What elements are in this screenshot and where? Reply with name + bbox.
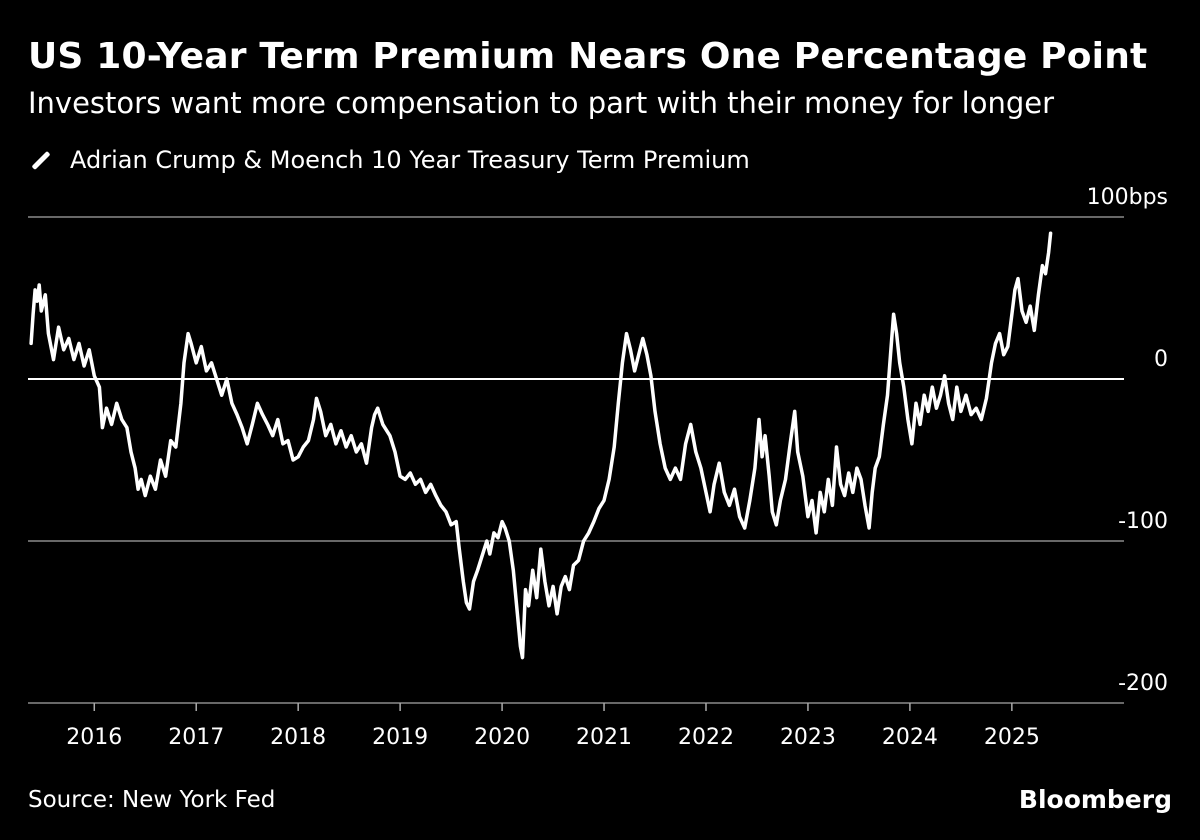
y-tick-label: -200 bbox=[1118, 671, 1168, 696]
series-line-term-premium bbox=[29, 231, 1053, 660]
x-tick-label: 2024 bbox=[882, 725, 938, 750]
x-tick-label: 2022 bbox=[678, 725, 734, 750]
x-tick-label: 2020 bbox=[474, 725, 530, 750]
legend: Adrian Crump & Moench 10 Year Treasury T… bbox=[28, 146, 750, 174]
gridlines bbox=[28, 216, 1124, 704]
y-tick-label: 100bps bbox=[1087, 185, 1168, 210]
x-tick-label: 2023 bbox=[780, 725, 836, 750]
bloomberg-logo: Bloomberg bbox=[1018, 785, 1172, 814]
x-tick-label: 2017 bbox=[168, 725, 224, 750]
chart-subtitle: Investors want more compensation to part… bbox=[28, 86, 1055, 120]
x-tick-label: 2018 bbox=[270, 725, 326, 750]
y-axis-tick-labels: 100bps 0 -100 -200 bbox=[1087, 185, 1168, 696]
chart-title: US 10-Year Term Premium Nears One Percen… bbox=[28, 36, 1148, 77]
source-note: Source: New York Fed bbox=[28, 787, 276, 813]
series-lines bbox=[29, 231, 1053, 660]
x-tick-label: 2019 bbox=[372, 725, 428, 750]
x-tick-label: 2021 bbox=[576, 725, 632, 750]
x-tick-label: 2016 bbox=[66, 725, 122, 750]
y-tick-label: -100 bbox=[1118, 509, 1168, 534]
x-axis: 2016 2017 2018 2019 2020 2021 2022 2023 2024 2025 bbox=[66, 703, 1040, 750]
y-tick-label: 0 bbox=[1154, 347, 1168, 372]
x-tick-label: 2025 bbox=[984, 725, 1040, 750]
legend-label: Adrian Crump & Moench 10 Year Treasury T… bbox=[70, 146, 750, 174]
